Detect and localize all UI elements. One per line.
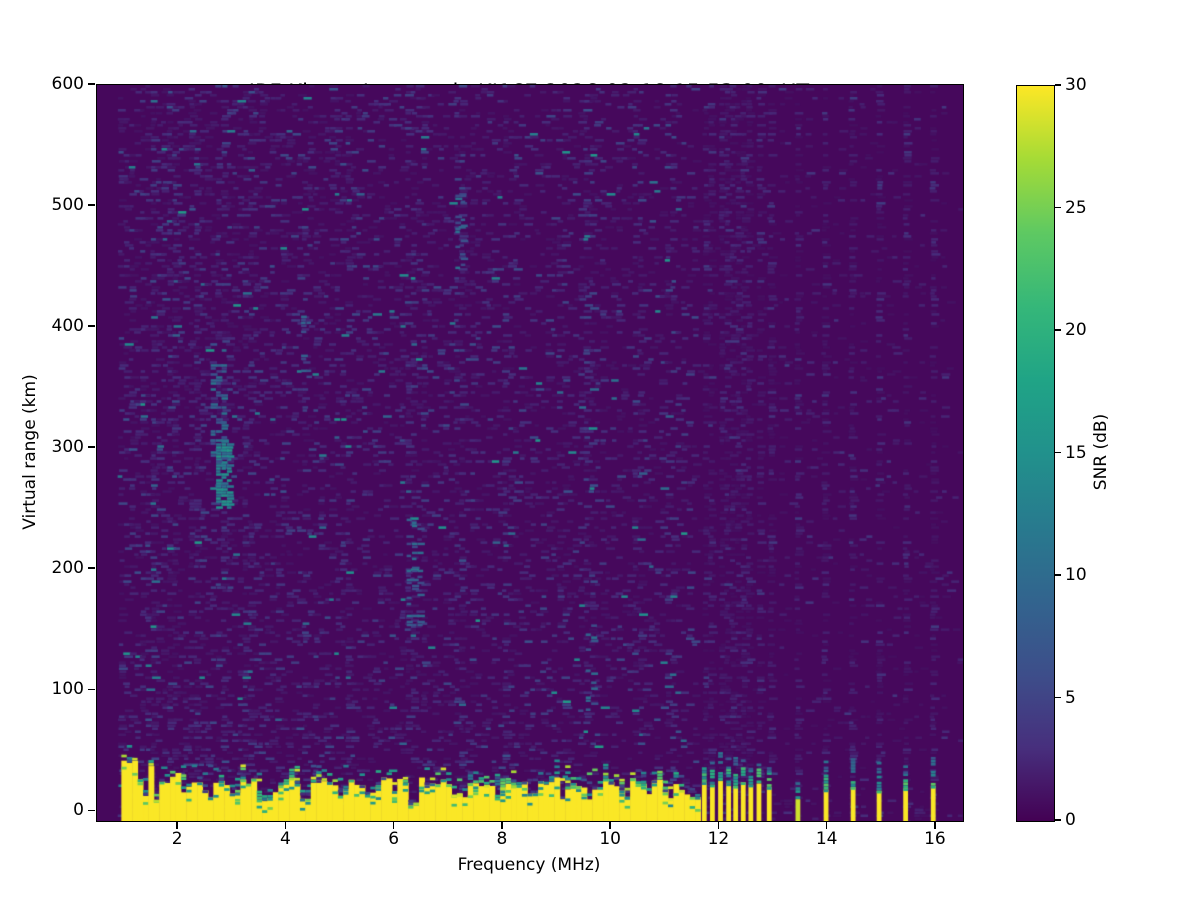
x-tick-mark xyxy=(501,822,503,829)
y-tick-mark xyxy=(88,83,95,85)
x-tick-mark xyxy=(717,822,720,829)
colorbar-tick-mark xyxy=(1055,206,1061,209)
x-tick-label: 4 xyxy=(280,829,291,849)
colorbar-tick-label: 30 xyxy=(1065,75,1087,95)
y-tick-label: 500 xyxy=(51,195,84,216)
y-tick-label: 300 xyxy=(51,437,84,458)
x-tick-label: 10 xyxy=(599,829,621,849)
x-tick-label: 14 xyxy=(815,829,838,849)
x-tick-mark xyxy=(176,822,178,829)
colorbar-tick-label: 20 xyxy=(1065,320,1087,340)
x-tick-label: 16 xyxy=(924,829,946,849)
colorbar-tick-mark xyxy=(1055,84,1061,86)
colorbar-tick-mark xyxy=(1055,574,1061,576)
y-tick-mark xyxy=(88,446,95,448)
y-tick-mark xyxy=(88,688,95,690)
x-axis-label: Frequency (MHz) xyxy=(457,855,601,875)
colorbar-gradient xyxy=(1016,85,1055,822)
colorbar-tick-mark xyxy=(1055,451,1061,454)
x-tick-label: 2 xyxy=(171,829,183,849)
y-tick-label: 100 xyxy=(51,679,84,700)
colorbar-tick-mark xyxy=(1055,819,1061,821)
x-tick-label: 8 xyxy=(496,829,508,849)
colorbar-tick-label: 10 xyxy=(1065,565,1087,585)
y-tick-label: 0 xyxy=(73,800,84,821)
x-tick-mark xyxy=(934,822,936,829)
colorbar-tick-label: 5 xyxy=(1065,687,1076,708)
colorbar-tick-label: 25 xyxy=(1065,197,1087,218)
x-tick-label: 6 xyxy=(388,829,400,849)
y-tick-mark xyxy=(88,809,95,812)
x-tick-mark xyxy=(609,822,611,829)
plot-area xyxy=(96,84,964,822)
colorbar-tick-mark xyxy=(1055,329,1061,331)
colorbar-tick-label: 15 xyxy=(1065,442,1087,463)
snr-heatmap-canvas xyxy=(97,85,963,821)
colorbar-tick-label: 0 xyxy=(1065,810,1076,830)
y-tick-label: 600 xyxy=(51,74,84,94)
y-tick-label: 200 xyxy=(51,558,84,579)
x-tick-mark xyxy=(392,822,395,829)
y-tick-mark xyxy=(88,567,95,569)
colorbar-tick-mark xyxy=(1055,696,1061,699)
y-tick-mark xyxy=(88,325,95,327)
y-tick-label: 400 xyxy=(51,316,84,337)
x-tick-label: 12 xyxy=(707,829,730,849)
x-tick-mark xyxy=(825,822,828,829)
x-tick-mark xyxy=(284,822,287,829)
y-tick-mark xyxy=(88,204,95,206)
